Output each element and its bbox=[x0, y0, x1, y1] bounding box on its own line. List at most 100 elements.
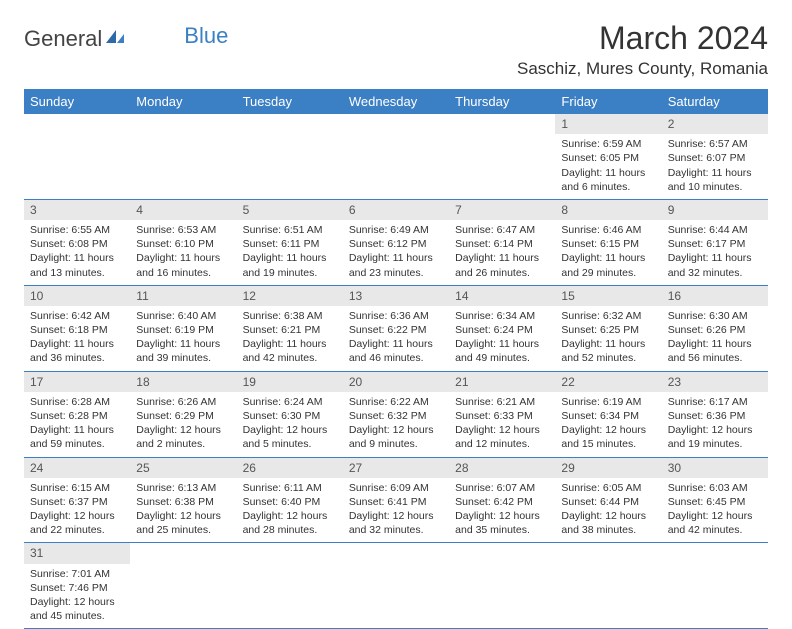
sunrise-text: Sunrise: 6:42 AM bbox=[30, 309, 124, 323]
day-header: Tuesday bbox=[237, 89, 343, 114]
date-number: 5 bbox=[237, 200, 343, 220]
cell-body: Sunrise: 6:46 AMSunset: 6:15 PMDaylight:… bbox=[555, 220, 661, 285]
date-number: 28 bbox=[449, 458, 555, 478]
daylight-text: Daylight: 11 hours and 39 minutes. bbox=[136, 337, 230, 365]
calendar-cell-empty bbox=[24, 114, 130, 199]
location-text: Saschiz, Mures County, Romania bbox=[517, 59, 768, 79]
cell-body: Sunrise: 6:49 AMSunset: 6:12 PMDaylight:… bbox=[343, 220, 449, 285]
date-number: 26 bbox=[237, 458, 343, 478]
sunrise-text: Sunrise: 6:55 AM bbox=[30, 223, 124, 237]
week-row: 31Sunrise: 7:01 AMSunset: 7:46 PMDayligh… bbox=[24, 543, 768, 629]
calendar-cell-empty bbox=[662, 543, 768, 628]
sunset-text: Sunset: 6:44 PM bbox=[561, 495, 655, 509]
sunset-text: Sunset: 6:15 PM bbox=[561, 237, 655, 251]
sunset-text: Sunset: 6:10 PM bbox=[136, 237, 230, 251]
day-header: Monday bbox=[130, 89, 236, 114]
calendar-cell: 3Sunrise: 6:55 AMSunset: 6:08 PMDaylight… bbox=[24, 200, 130, 285]
day-header: Wednesday bbox=[343, 89, 449, 114]
date-number: 12 bbox=[237, 286, 343, 306]
calendar-cell: 14Sunrise: 6:34 AMSunset: 6:24 PMDayligh… bbox=[449, 286, 555, 371]
date-number: 18 bbox=[130, 372, 236, 392]
sunrise-text: Sunrise: 6:09 AM bbox=[349, 481, 443, 495]
date-number: 4 bbox=[130, 200, 236, 220]
calendar-cell: 23Sunrise: 6:17 AMSunset: 6:36 PMDayligh… bbox=[662, 372, 768, 457]
cell-body: Sunrise: 6:11 AMSunset: 6:40 PMDaylight:… bbox=[237, 478, 343, 543]
sunrise-text: Sunrise: 6:40 AM bbox=[136, 309, 230, 323]
calendar-cell: 17Sunrise: 6:28 AMSunset: 6:28 PMDayligh… bbox=[24, 372, 130, 457]
day-headers-row: SundayMondayTuesdayWednesdayThursdayFrid… bbox=[24, 89, 768, 114]
cell-body: Sunrise: 6:40 AMSunset: 6:19 PMDaylight:… bbox=[130, 306, 236, 371]
daylight-text: Daylight: 11 hours and 56 minutes. bbox=[668, 337, 762, 365]
calendar-cell-empty bbox=[237, 543, 343, 628]
sunrise-text: Sunrise: 6:07 AM bbox=[455, 481, 549, 495]
sunset-text: Sunset: 6:40 PM bbox=[243, 495, 337, 509]
sunrise-text: Sunrise: 6:26 AM bbox=[136, 395, 230, 409]
calendar-cell: 30Sunrise: 6:03 AMSunset: 6:45 PMDayligh… bbox=[662, 458, 768, 543]
cell-body: Sunrise: 6:44 AMSunset: 6:17 PMDaylight:… bbox=[662, 220, 768, 285]
daylight-text: Daylight: 11 hours and 36 minutes. bbox=[30, 337, 124, 365]
calendar-cell: 19Sunrise: 6:24 AMSunset: 6:30 PMDayligh… bbox=[237, 372, 343, 457]
daylight-text: Daylight: 12 hours and 19 minutes. bbox=[668, 423, 762, 451]
sunrise-text: Sunrise: 6:15 AM bbox=[30, 481, 124, 495]
date-number: 2 bbox=[662, 114, 768, 134]
calendar-cell: 5Sunrise: 6:51 AMSunset: 6:11 PMDaylight… bbox=[237, 200, 343, 285]
daylight-text: Daylight: 11 hours and 13 minutes. bbox=[30, 251, 124, 279]
date-number: 27 bbox=[343, 458, 449, 478]
date-number: 7 bbox=[449, 200, 555, 220]
date-number: 13 bbox=[343, 286, 449, 306]
cell-body: Sunrise: 6:59 AMSunset: 6:05 PMDaylight:… bbox=[555, 134, 661, 199]
daylight-text: Daylight: 11 hours and 19 minutes. bbox=[243, 251, 337, 279]
sunrise-text: Sunrise: 6:49 AM bbox=[349, 223, 443, 237]
sunset-text: Sunset: 6:42 PM bbox=[455, 495, 549, 509]
daylight-text: Daylight: 12 hours and 28 minutes. bbox=[243, 509, 337, 537]
calendar-cell: 2Sunrise: 6:57 AMSunset: 6:07 PMDaylight… bbox=[662, 114, 768, 199]
calendar-cell-empty bbox=[555, 543, 661, 628]
calendar-cell: 16Sunrise: 6:30 AMSunset: 6:26 PMDayligh… bbox=[662, 286, 768, 371]
sunset-text: Sunset: 6:18 PM bbox=[30, 323, 124, 337]
cell-body: Sunrise: 6:34 AMSunset: 6:24 PMDaylight:… bbox=[449, 306, 555, 371]
calendar: SundayMondayTuesdayWednesdayThursdayFrid… bbox=[24, 89, 768, 629]
sunrise-text: Sunrise: 6:47 AM bbox=[455, 223, 549, 237]
cell-body: Sunrise: 6:26 AMSunset: 6:29 PMDaylight:… bbox=[130, 392, 236, 457]
daylight-text: Daylight: 12 hours and 22 minutes. bbox=[30, 509, 124, 537]
date-number: 22 bbox=[555, 372, 661, 392]
sunset-text: Sunset: 6:21 PM bbox=[243, 323, 337, 337]
sail-icon bbox=[104, 26, 126, 52]
sunset-text: Sunset: 6:22 PM bbox=[349, 323, 443, 337]
sunset-text: Sunset: 6:08 PM bbox=[30, 237, 124, 251]
daylight-text: Daylight: 11 hours and 46 minutes. bbox=[349, 337, 443, 365]
calendar-cell-empty bbox=[237, 114, 343, 199]
cell-body: Sunrise: 6:13 AMSunset: 6:38 PMDaylight:… bbox=[130, 478, 236, 543]
sunrise-text: Sunrise: 6:22 AM bbox=[349, 395, 443, 409]
daylight-text: Daylight: 11 hours and 6 minutes. bbox=[561, 166, 655, 194]
cell-body: Sunrise: 6:32 AMSunset: 6:25 PMDaylight:… bbox=[555, 306, 661, 371]
sunset-text: Sunset: 6:36 PM bbox=[668, 409, 762, 423]
daylight-text: Daylight: 12 hours and 2 minutes. bbox=[136, 423, 230, 451]
daylight-text: Daylight: 11 hours and 26 minutes. bbox=[455, 251, 549, 279]
sunrise-text: Sunrise: 6:21 AM bbox=[455, 395, 549, 409]
sunrise-text: Sunrise: 6:38 AM bbox=[243, 309, 337, 323]
sunset-text: Sunset: 6:17 PM bbox=[668, 237, 762, 251]
sunrise-text: Sunrise: 6:46 AM bbox=[561, 223, 655, 237]
date-number: 1 bbox=[555, 114, 661, 134]
sunset-text: Sunset: 6:45 PM bbox=[668, 495, 762, 509]
date-number: 8 bbox=[555, 200, 661, 220]
sunset-text: Sunset: 6:07 PM bbox=[668, 151, 762, 165]
date-number: 30 bbox=[662, 458, 768, 478]
sunset-text: Sunset: 6:32 PM bbox=[349, 409, 443, 423]
cell-body: Sunrise: 6:19 AMSunset: 6:34 PMDaylight:… bbox=[555, 392, 661, 457]
daylight-text: Daylight: 12 hours and 35 minutes. bbox=[455, 509, 549, 537]
calendar-cell: 13Sunrise: 6:36 AMSunset: 6:22 PMDayligh… bbox=[343, 286, 449, 371]
logo-text-right: Blue bbox=[184, 23, 228, 49]
daylight-text: Daylight: 12 hours and 15 minutes. bbox=[561, 423, 655, 451]
sunset-text: Sunset: 6:11 PM bbox=[243, 237, 337, 251]
weeks-container: 1Sunrise: 6:59 AMSunset: 6:05 PMDaylight… bbox=[24, 114, 768, 629]
sunrise-text: Sunrise: 6:57 AM bbox=[668, 137, 762, 151]
calendar-cell: 20Sunrise: 6:22 AMSunset: 6:32 PMDayligh… bbox=[343, 372, 449, 457]
sunset-text: Sunset: 6:24 PM bbox=[455, 323, 549, 337]
sunset-text: Sunset: 6:05 PM bbox=[561, 151, 655, 165]
date-number: 15 bbox=[555, 286, 661, 306]
sunrise-text: Sunrise: 6:11 AM bbox=[243, 481, 337, 495]
calendar-cell: 22Sunrise: 6:19 AMSunset: 6:34 PMDayligh… bbox=[555, 372, 661, 457]
logo: General Blue bbox=[24, 26, 228, 52]
